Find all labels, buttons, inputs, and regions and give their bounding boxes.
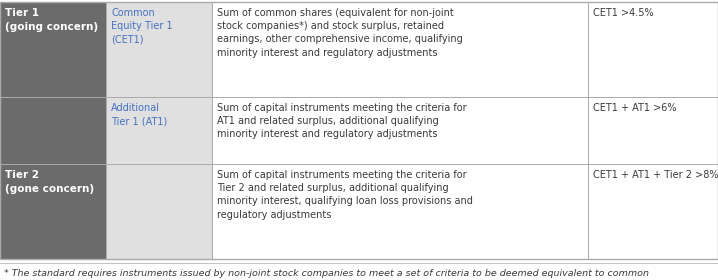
Text: CET1 + AT1 >6%: CET1 + AT1 >6% <box>593 103 676 113</box>
Text: Sum of common shares (equivalent for non-joint
stock companies*) and stock surpl: Sum of common shares (equivalent for non… <box>217 8 462 58</box>
Bar <box>106 97 212 164</box>
Bar <box>588 164 718 259</box>
Bar <box>106 2 212 97</box>
Bar <box>588 2 718 97</box>
Text: Tier 1
(going concern): Tier 1 (going concern) <box>5 8 98 32</box>
Text: Tier 2
(gone concern): Tier 2 (gone concern) <box>5 170 94 194</box>
Text: * The standard requires instruments issued by non-joint stock companies to meet : * The standard requires instruments issu… <box>4 269 649 278</box>
Bar <box>588 97 718 164</box>
Text: Common
Equity Tier 1
(CET1): Common Equity Tier 1 (CET1) <box>111 8 172 45</box>
Text: Sum of capital instruments meeting the criteria for
AT1 and related surplus, add: Sum of capital instruments meeting the c… <box>217 103 467 139</box>
Bar <box>212 2 588 97</box>
Text: CET1 + AT1 + Tier 2 >8%: CET1 + AT1 + Tier 2 >8% <box>593 170 718 180</box>
Text: Sum of capital instruments meeting the criteria for
Tier 2 and related surplus, : Sum of capital instruments meeting the c… <box>217 170 473 220</box>
Text: CET1 >4.5%: CET1 >4.5% <box>593 8 653 18</box>
Bar <box>106 164 212 259</box>
Bar <box>0 2 106 164</box>
Bar <box>212 164 588 259</box>
Bar <box>0 164 106 259</box>
Text: Additional
Tier 1 (AT1): Additional Tier 1 (AT1) <box>111 103 167 126</box>
Bar <box>212 97 588 164</box>
